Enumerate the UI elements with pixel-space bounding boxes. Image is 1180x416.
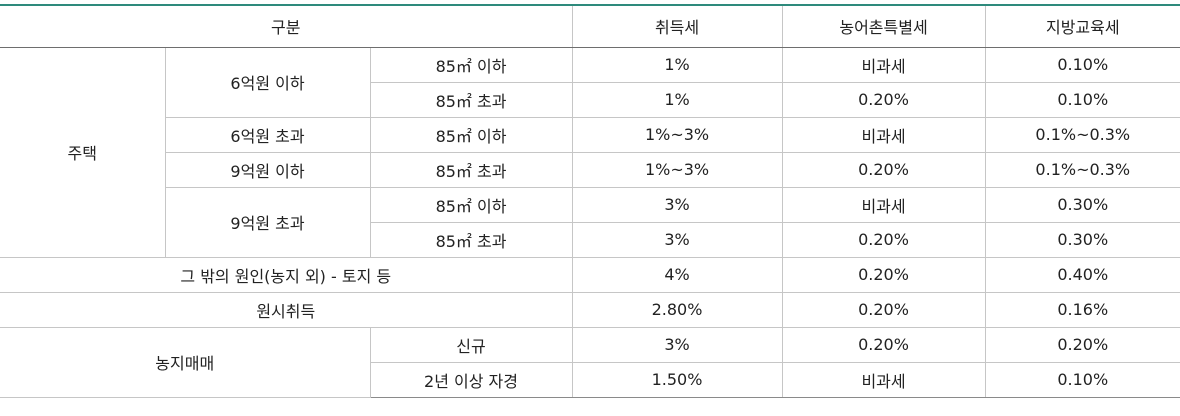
size-cell: 85㎡ 이하 (369, 46, 573, 83)
price-range-cell: 6억원 초과 (165, 116, 371, 153)
education-tax-cell: 0.10% (984, 46, 1180, 83)
size-cell: 85㎡ 초과 (370, 221, 573, 258)
acquisition-tax-cell: 3% (571, 326, 783, 363)
farmland-type-cell: 2년 이상 자경 (370, 361, 573, 398)
education-tax-cell: 0.10% (984, 361, 1180, 398)
acquisition-tax-cell: 1%~3% (571, 151, 783, 188)
acquisition-tax-cell: 1.50% (571, 361, 783, 398)
header-acquisition-tax: 취득세 (571, 4, 783, 48)
size-cell: 85㎡ 초과 (369, 151, 573, 188)
table-row: 85㎡ 초과 3% 0.20% 0.30% (0, 221, 1180, 258)
header-local-education-tax: 지방교육세 (984, 4, 1180, 48)
table-row: 6억원 초과 85㎡ 이하 1%~3% 비과세 0.1%~0.3% (0, 116, 1180, 153)
education-tax-cell: 0.30% (984, 221, 1180, 258)
table-row: 2년 이상 자경 1.50% 비과세 0.10% (0, 361, 1180, 398)
size-cell: 85㎡ 이하 (369, 186, 573, 223)
rural-tax-cell: 0.20% (781, 151, 986, 188)
header-category: 구분 (0, 4, 573, 48)
header-rural-special-tax: 농어촌특별세 (781, 4, 986, 48)
rural-tax-cell: 0.20% (781, 221, 986, 258)
farmland-type-cell: 신규 (369, 326, 573, 363)
acquisition-tax-cell: 1%~3% (571, 116, 783, 153)
table-row: 주택 6억원 이하 85㎡ 이하 1% 비과세 0.10% (0, 46, 1180, 258)
rural-tax-cell: 0.20% (781, 256, 986, 293)
size-cell: 85㎡ 초과 (370, 81, 573, 118)
tax-rate-table: 구분 취득세 농어촌특별세 지방교육세 주택 6억원 이하 85㎡ 이하 1% … (0, 4, 1180, 398)
size-cell: 85㎡ 이하 (369, 116, 573, 153)
price-range-cell: 6억원 이하 (164, 46, 371, 118)
other-causes-label: 그 밖의 원인(농지 외) - 토지 등 (0, 256, 573, 293)
education-tax-cell: 0.30% (984, 186, 1180, 223)
farmland-label: 농지매매 (0, 326, 371, 398)
acquisition-tax-cell: 4% (571, 256, 783, 293)
education-tax-cell: 0.16% (984, 291, 1180, 328)
price-range-cell: 9억원 초과 (165, 186, 371, 258)
acquisition-tax-cell: 1% (571, 81, 783, 118)
rural-tax-cell: 0.20% (781, 291, 986, 328)
table-row: 9억원 이하 85㎡ 초과 1%~3% 0.20% 0.1%~0.3% (0, 151, 1180, 188)
acquisition-tax-cell: 2.80% (571, 291, 783, 328)
rural-tax-cell: 0.20% (781, 326, 986, 363)
acquisition-tax-cell: 1% (571, 46, 783, 83)
table-header-row: 구분 취득세 농어촌특별세 지방교육세 (0, 4, 1180, 48)
table-row: 원시취득 2.80% 0.20% 0.16% (0, 291, 1180, 328)
rural-tax-cell: 비과세 (781, 116, 986, 153)
rural-tax-cell: 비과세 (781, 361, 986, 398)
price-range-cell: 9억원 이하 (165, 151, 371, 188)
education-tax-cell: 0.20% (984, 326, 1180, 363)
education-tax-cell: 0.40% (984, 256, 1180, 293)
original-acquisition-label: 원시취득 (0, 291, 573, 328)
rural-tax-cell: 비과세 (781, 186, 986, 223)
rural-tax-cell: 0.20% (781, 81, 986, 118)
education-tax-cell: 0.1%~0.3% (984, 151, 1180, 188)
table-row: 농지매매 신규 3% 0.20% 0.20% (0, 326, 1180, 398)
table-row: 그 밖의 원인(농지 외) - 토지 등 4% 0.20% 0.40% (0, 256, 1180, 293)
education-tax-cell: 0.10% (984, 81, 1180, 118)
acquisition-tax-cell: 3% (571, 186, 783, 223)
housing-label: 주택 (0, 46, 166, 258)
rural-tax-cell: 비과세 (781, 46, 986, 83)
table-row: 9억원 초과 85㎡ 이하 3% 비과세 0.30% (0, 186, 1180, 258)
education-tax-cell: 0.1%~0.3% (984, 116, 1180, 153)
acquisition-tax-cell: 3% (571, 221, 783, 258)
